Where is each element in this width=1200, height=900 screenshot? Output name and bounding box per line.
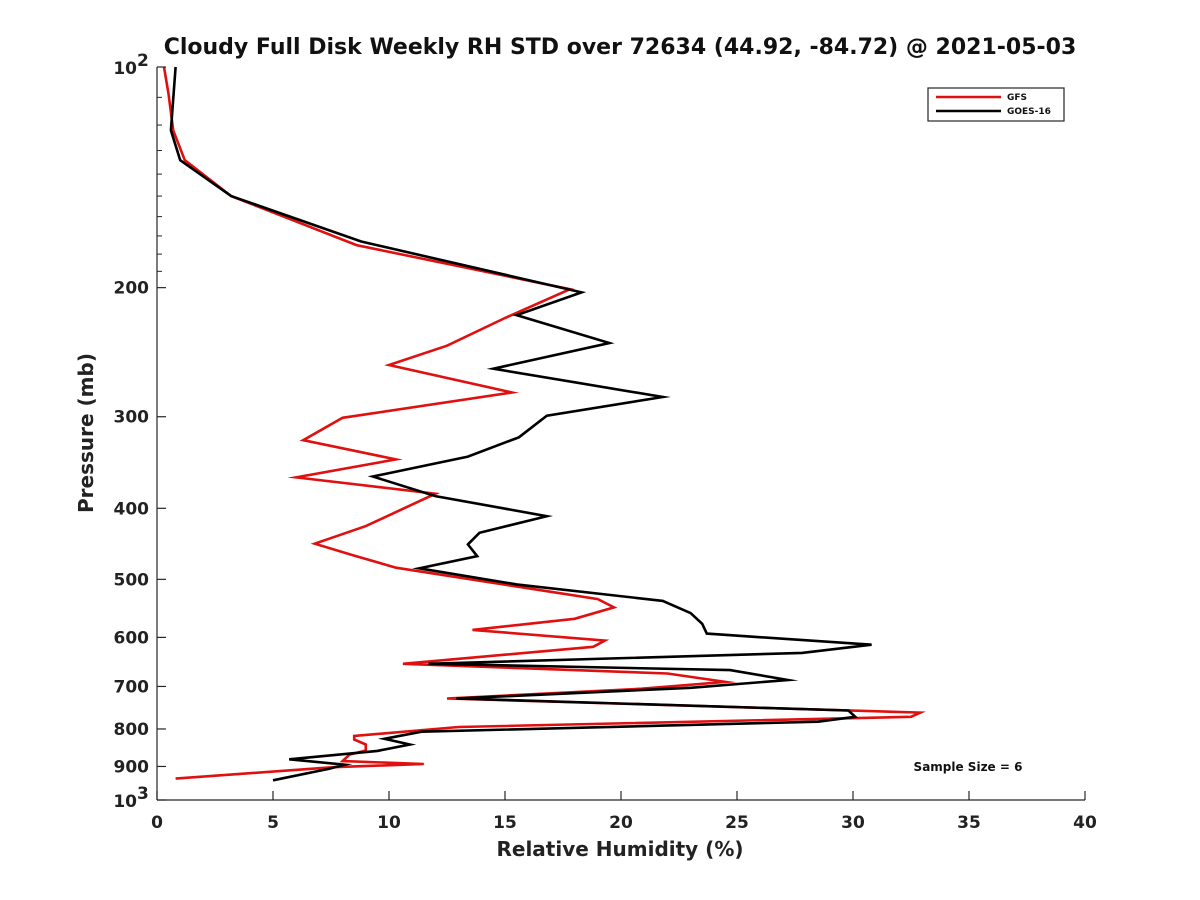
x-tick-label: 5 <box>267 813 279 833</box>
sample-size-annotation: Sample Size = 6 <box>914 760 1023 774</box>
x-tick-label: 25 <box>725 813 749 833</box>
y-tick-label: 10 <box>113 59 137 79</box>
x-tick-label: 30 <box>841 813 865 833</box>
x-tick-label: 35 <box>957 813 981 833</box>
y-tick-label: 700 <box>114 677 150 697</box>
chart-title: Cloudy Full Disk Weekly RH STD over 7263… <box>164 35 1077 60</box>
legend: GFS GOES-16 <box>927 87 1065 122</box>
y-tick-label-exponent: 3 <box>137 784 149 804</box>
x-tick-label: 10 <box>377 813 401 833</box>
y-tick-label: 900 <box>114 757 150 777</box>
x-tick-label: 40 <box>1073 813 1097 833</box>
y-tick-label: 600 <box>114 628 150 648</box>
x-tick-label: 20 <box>609 813 633 833</box>
y-tick-label: 800 <box>114 720 150 740</box>
series-line-goes-16 <box>169 66 872 782</box>
y-tick-label: 400 <box>114 499 150 519</box>
y-tick-label: 300 <box>114 408 150 428</box>
legend-label: GOES-16 <box>1007 107 1051 117</box>
y-axis-label: Pressure (mb) <box>74 353 98 513</box>
x-axis-label: Relative Humidity (%) <box>496 837 743 861</box>
x-tick-label: 0 <box>151 813 163 833</box>
legend-label: GFS <box>1007 93 1027 103</box>
series-line-gfs <box>162 66 926 780</box>
y-tick-label: 10 <box>113 792 137 812</box>
y-tick-label: 200 <box>114 279 150 299</box>
series-layer <box>162 66 926 782</box>
legend-box <box>927 87 1065 122</box>
x-tick-label: 15 <box>493 813 517 833</box>
y-tick-label: 500 <box>114 570 150 590</box>
y-tick-label-exponent: 2 <box>137 51 149 71</box>
